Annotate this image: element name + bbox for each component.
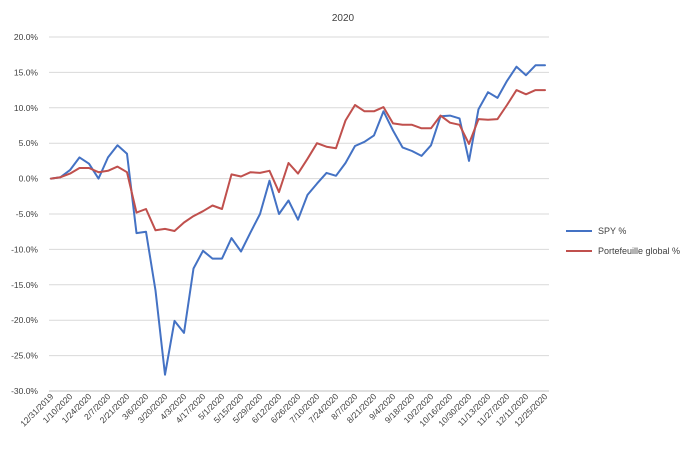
y-tick-label: -5.0%: [16, 209, 39, 219]
legend: SPY % Portefeuille global %: [566, 221, 680, 261]
legend-label-spy: SPY %: [598, 226, 627, 236]
legend-item-spy: SPY %: [566, 221, 680, 241]
y-tick-label: -20.0%: [11, 315, 38, 325]
legend-label-portefeuille: Portefeuille global %: [598, 246, 681, 256]
legend-item-portefeuille: Portefeuille global %: [566, 241, 680, 261]
x-axis-tick-labels: 12/31/20191/10/20201/24/20202/7/20202/21…: [18, 391, 549, 428]
legend-swatch-portefeuille: [566, 250, 592, 252]
y-tick-label: 10.0%: [14, 103, 39, 113]
y-tick-label: 5.0%: [19, 138, 39, 148]
gridlines: [49, 36, 549, 392]
chart-title: 2020: [332, 13, 355, 24]
y-tick-label: 0.0%: [19, 174, 39, 184]
y-tick-label: 20.0%: [14, 32, 39, 42]
series-line-portefeuille: [50, 89, 546, 232]
series-line-spy: [50, 64, 546, 376]
y-tick-label: -10.0%: [11, 244, 38, 254]
y-tick-label: -30.0%: [11, 386, 38, 396]
y-tick-label: 15.0%: [14, 67, 39, 77]
series-lines: [50, 64, 546, 376]
y-tick-label: -15.0%: [11, 280, 38, 290]
y-axis-tick-labels: 20.0% 15.0% 10.0% 5.0% 0.0% -5.0% -10.0% -15.0%…: [11, 32, 38, 396]
y-tick-label: -25.0%: [11, 351, 38, 361]
legend-swatch-spy: [566, 230, 592, 232]
